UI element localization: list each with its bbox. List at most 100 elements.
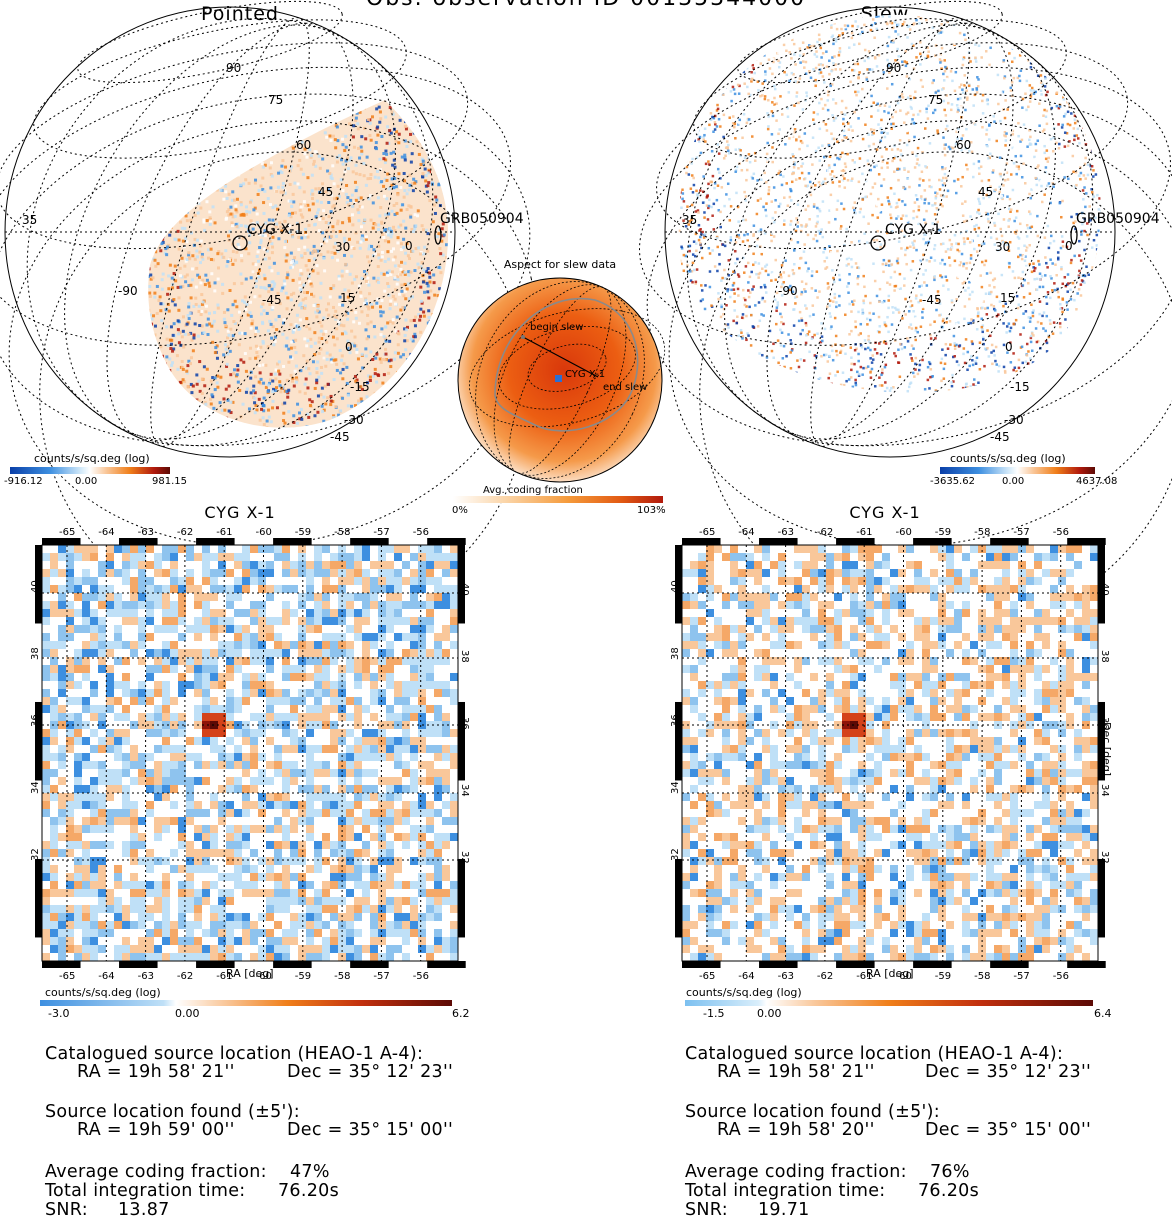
left-time-label: Total integration time: <box>45 1181 246 1201</box>
map-grid <box>682 545 1098 961</box>
ra-scale-bar-top <box>42 538 81 545</box>
dec-scale-bar-right <box>1098 545 1105 624</box>
aspect-source-marker <box>555 375 562 382</box>
sphere-tick-label: 0 <box>345 340 353 354</box>
right-colorbar <box>685 1000 1093 1006</box>
ra-tick-bottom: -62 <box>177 971 193 982</box>
sphere-tick-label: 30 <box>335 240 350 254</box>
ra-scale-bar-bottom <box>759 961 798 968</box>
pointed-colorbar <box>10 467 170 474</box>
left-cat-dec: Dec = 35° 12' 23'' <box>287 1062 454 1082</box>
ra-tick-bottom: -64 <box>738 971 754 982</box>
pointed-grb-label: GRB050904 <box>440 211 524 227</box>
dec-tick-left: 40 <box>30 580 41 593</box>
ra-tick-top: -64 <box>738 527 754 538</box>
sphere-tick-label: 60 <box>956 138 971 152</box>
dec-tick-left: 34 <box>670 781 681 794</box>
dec-tick-left: 40 <box>670 580 681 593</box>
left-coding-label: Average coding fraction: <box>45 1162 267 1182</box>
slew-sky-sphere: 90 75 60 45 30 15 0 -15 -30 -45 -90 -45 35 0 <box>639 0 1172 633</box>
map-pixels <box>682 545 1099 962</box>
slew-colorbar-mid: 0.00 <box>1002 476 1025 487</box>
ra-tick-top: -58 <box>334 527 350 538</box>
aspect-end-label: end slew <box>603 382 648 393</box>
ra-tick-top: -56 <box>1053 527 1069 538</box>
ra-scale-bar-top <box>990 538 1029 545</box>
left-snr-value: 13.87 <box>118 1200 170 1220</box>
ra-tick-bottom: -61 <box>856 971 872 982</box>
ra-scale-bar-top <box>759 538 798 545</box>
dec-tick-left: 38 <box>30 647 41 660</box>
right-cat-dec: Dec = 35° 12' 23'' <box>925 1062 1092 1082</box>
sphere-tick-label: -30 <box>1004 413 1024 427</box>
dec-scale-bar-left <box>35 545 42 624</box>
ra-tick-top: -63 <box>138 527 154 538</box>
dec-scale-bar-left <box>675 701 682 781</box>
ra-scale-bar-top <box>1067 538 1106 545</box>
ra-scale-bar-bottom <box>990 961 1029 968</box>
pointed-colorbar-label: counts/s/sq.deg (log) <box>34 452 150 465</box>
ra-scale-bar-bottom <box>682 961 721 968</box>
sphere-tick-label: -30 <box>344 413 364 427</box>
right-colorbar-mid: 0.00 <box>757 1007 782 1020</box>
dec-scale-bar-right <box>1098 858 1105 938</box>
sphere-tick-label: -45 <box>330 430 350 444</box>
slew-track <box>522 336 599 378</box>
ra-tick-bottom: -63 <box>778 971 794 982</box>
ra-tick-top: -62 <box>817 527 833 538</box>
dec-tick-right: 36 <box>1099 717 1110 730</box>
sphere-tick-label: -45 <box>262 293 282 307</box>
ra-tick-top: -61 <box>856 527 872 538</box>
right-colorbar-label: counts/s/sq.deg (log) <box>686 986 802 999</box>
ra-scale-bar-top <box>350 538 389 545</box>
ra-scale-bar-bottom <box>427 961 466 968</box>
dec-tick-left: 36 <box>670 714 681 727</box>
ra-tick-top: -65 <box>699 527 715 538</box>
sphere-tick-label: -15 <box>350 380 370 394</box>
ra-tick-bottom: -60 <box>896 971 912 982</box>
dec-scale-bar-left <box>675 858 682 938</box>
left-coding-value: 47% <box>290 1162 330 1182</box>
sphere-tick-label: 60 <box>296 138 311 152</box>
left-cat-ra: RA = 19h 58' 21'' <box>77 1062 235 1082</box>
dec-tick-left: 36 <box>30 714 41 727</box>
sphere-tick-label: -45 <box>922 293 942 307</box>
ra-tick-top: -58 <box>974 527 990 538</box>
dec-scale-bar-left <box>35 858 42 938</box>
sphere-tick-label: -15 <box>1010 380 1030 394</box>
ra-scale-bar-top <box>913 538 952 545</box>
left-zoom-map: -65 -65 -64 -64 -63 -63 -62 -62 -61 -61 -60 -60 -59 -… <box>30 527 470 982</box>
sphere-tick-label: 15 <box>340 291 355 305</box>
left-colorbar-max: 6.2 <box>452 1007 470 1020</box>
sphere-tick-label: -90 <box>118 284 138 298</box>
dec-scale-bar-right <box>1098 701 1105 781</box>
slew-colorbar-label: counts/s/sq.deg (log) <box>950 452 1066 465</box>
right-snr-label: SNR: <box>685 1200 728 1220</box>
slew-colorbar <box>940 467 1095 474</box>
aspect-source-label: CYG X-1 <box>565 369 606 380</box>
aspect-colorbar-min: 0% <box>452 505 468 516</box>
ra-tick-bottom: -57 <box>373 971 389 982</box>
ra-scale-bar-top <box>682 538 721 545</box>
right-colorbar-min: -1.5 <box>703 1007 725 1020</box>
sphere-tick-label: 90 <box>886 61 901 75</box>
source-peak-side <box>202 721 210 729</box>
sphere-tick-label: -45 <box>990 430 1010 444</box>
left-time-value: 76.20s <box>278 1181 340 1201</box>
slew-source-label: CYG X-1 <box>885 222 942 238</box>
ra-scale-bar-bottom <box>42 961 81 968</box>
ra-scale-bar-bottom <box>196 961 235 968</box>
ra-tick-top: -62 <box>177 527 193 538</box>
aspect-colorbar <box>453 496 663 503</box>
left-colorbar-min: -3.0 <box>48 1007 70 1020</box>
right-map-xlabel: RA [deg] <box>866 967 914 980</box>
ra-tick-top: -59 <box>295 527 311 538</box>
ra-scale-bar-bottom <box>350 961 389 968</box>
ra-scale-bar-top <box>119 538 158 545</box>
dec-tick-right: 32 <box>459 851 470 864</box>
dec-scale-bar-right <box>458 701 465 781</box>
sphere-tick-label: 35 <box>682 213 697 227</box>
ra-scale-bar-top <box>273 538 312 545</box>
dec-tick-right: 34 <box>1099 784 1110 797</box>
ra-tick-top: -59 <box>935 527 951 538</box>
